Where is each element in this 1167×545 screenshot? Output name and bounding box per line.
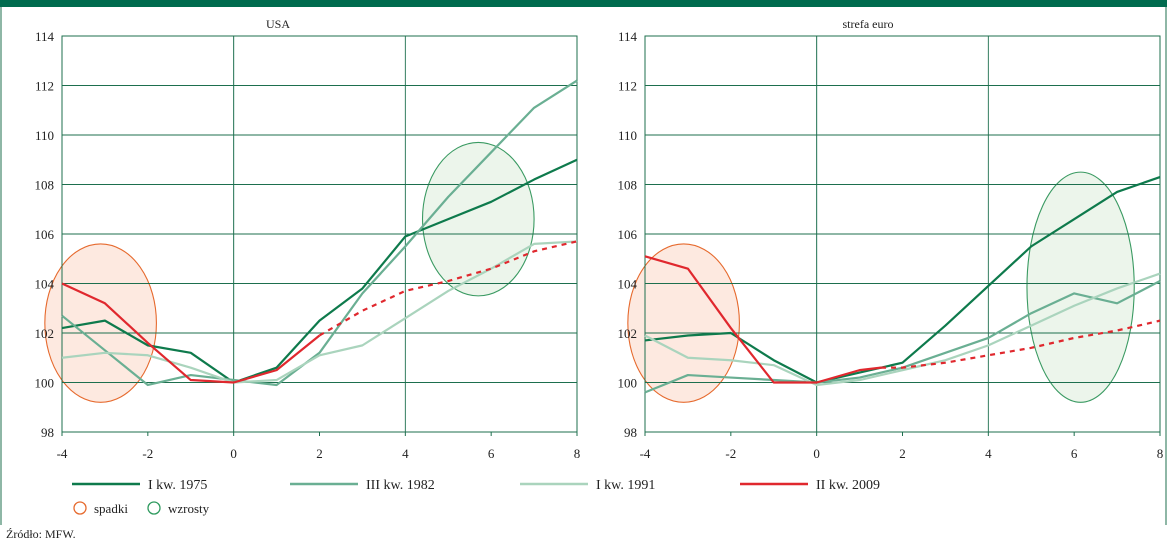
y-tick-label: 100 <box>618 376 638 391</box>
series-line-2 <box>61 79 578 387</box>
y-tick-label: 108 <box>618 178 638 193</box>
y-tick-label: 102 <box>618 326 638 341</box>
series-line-1 <box>644 176 1161 384</box>
legend-marker-label-2: wzrosty <box>168 501 210 516</box>
source-note: Źródło: MFW. <box>6 527 76 541</box>
chart-panel-2: 98 100 102 104 106 108 110 112 114 -4 -2 0 2 4 6 8 stref… <box>618 17 1164 461</box>
y-tick-label: 98 <box>624 425 637 440</box>
x-tick-label: 6 <box>1071 446 1078 461</box>
x-tick-label: -4 <box>57 446 68 461</box>
series-line-3 <box>644 272 1161 387</box>
series-line-4 <box>644 255 882 384</box>
y-tick-label: 104 <box>618 277 638 292</box>
y-tick-label: 106 <box>35 227 55 242</box>
y-tick-label: 104 <box>35 277 55 292</box>
y-tick-label: 102 <box>35 326 55 341</box>
panel-title: strefa euro <box>843 17 894 31</box>
x-tick-label: 4 <box>985 446 992 461</box>
legend-marker-label-1: spadki <box>94 501 128 516</box>
legend-marker-2 <box>147 501 161 515</box>
y-tick-label: 106 <box>618 227 638 242</box>
x-tick-label: 2 <box>899 446 906 461</box>
x-tick-label: 2 <box>316 446 323 461</box>
series-line-3 <box>61 240 578 384</box>
x-tick-label: 6 <box>488 446 495 461</box>
panel-title: USA <box>266 17 290 31</box>
x-tick-label: -4 <box>640 446 651 461</box>
legend: I kw. 1975 III kw. 1982 I kw. 1991 II kw. 2… <box>72 478 880 516</box>
y-tick-label: 108 <box>35 178 55 193</box>
x-tick-label: 8 <box>574 446 581 461</box>
y-tick-label: 110 <box>618 128 637 143</box>
chart-panel-1: 98 100 102 104 106 108 110 112 114 -4 -2 0 2 4 6 8 USA <box>35 17 581 461</box>
legend-label-1: I kw. 1975 <box>148 478 207 493</box>
y-tick-label: 112 <box>35 79 54 94</box>
x-tick-label: 8 <box>1157 446 1164 461</box>
x-tick-label: 4 <box>402 446 409 461</box>
x-tick-label: -2 <box>142 446 153 461</box>
growth-ellipse <box>421 141 535 297</box>
legend-marker-1 <box>73 501 87 515</box>
legend-label-4: II kw. 2009 <box>816 478 880 493</box>
legend-label-2: III kw. 1982 <box>366 478 435 493</box>
y-tick-label: 112 <box>618 79 637 94</box>
y-tick-label: 100 <box>35 376 55 391</box>
series-line-1 <box>61 158 578 384</box>
series-line-4 <box>61 282 321 384</box>
top-accent-bar <box>0 0 1167 7</box>
growth-ellipse <box>1026 171 1135 403</box>
series-line-4-dashed <box>881 319 1161 369</box>
y-tick-label: 98 <box>41 425 54 440</box>
series-line-4-dashed <box>318 240 578 337</box>
y-tick-label: 114 <box>618 29 638 44</box>
y-tick-label: 114 <box>35 29 55 44</box>
x-tick-label: 0 <box>813 446 820 461</box>
x-tick-label: -2 <box>725 446 736 461</box>
y-tick-label: 110 <box>35 128 54 143</box>
legend-label-3: I kw. 1991 <box>596 478 655 493</box>
x-tick-label: 0 <box>230 446 237 461</box>
